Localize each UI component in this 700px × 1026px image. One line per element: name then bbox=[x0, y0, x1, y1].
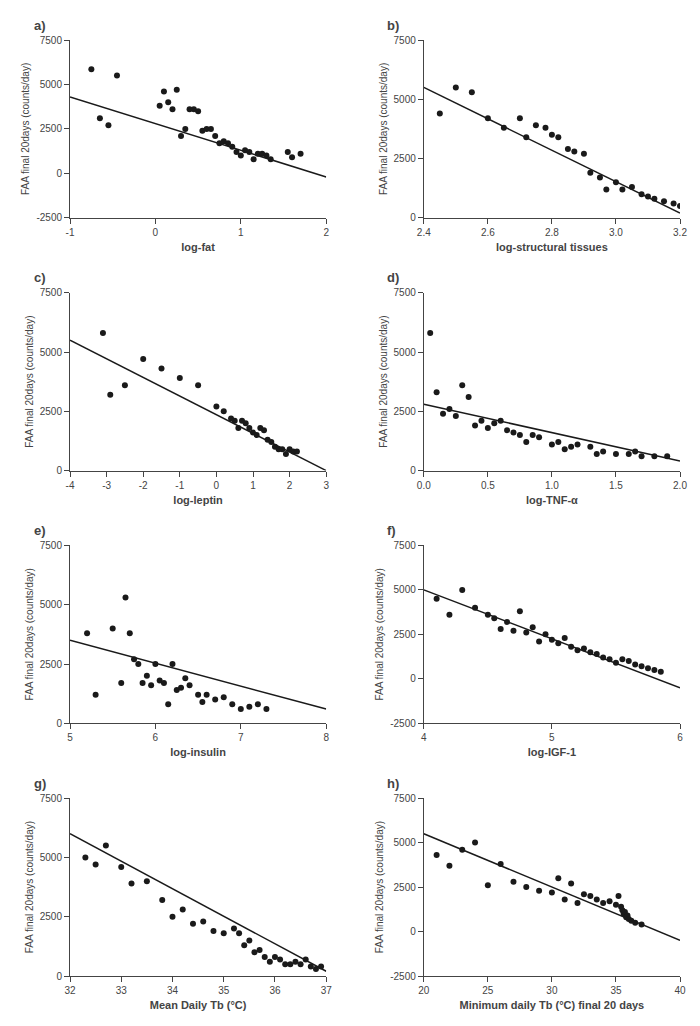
svg-text:7: 7 bbox=[238, 732, 244, 743]
svg-text:2.4: 2.4 bbox=[417, 227, 431, 238]
svg-text:7500: 7500 bbox=[394, 540, 417, 551]
svg-text:7500: 7500 bbox=[40, 793, 63, 804]
svg-text:-4: -4 bbox=[66, 480, 75, 491]
svg-text:34: 34 bbox=[167, 985, 179, 996]
svg-text:1.5: 1.5 bbox=[609, 480, 623, 491]
svg-text:2500: 2500 bbox=[40, 911, 63, 922]
svg-text:2500: 2500 bbox=[394, 406, 417, 417]
svg-text:3.2: 3.2 bbox=[673, 227, 687, 238]
svg-text:5000: 5000 bbox=[40, 599, 63, 610]
svg-text:0.5: 0.5 bbox=[481, 480, 495, 491]
svg-text:6: 6 bbox=[677, 732, 683, 743]
svg-text:5000: 5000 bbox=[394, 94, 417, 105]
svg-text:7500: 7500 bbox=[40, 35, 63, 46]
svg-text:-2500: -2500 bbox=[390, 971, 416, 982]
svg-text:log-structural tissues: log-structural tissues bbox=[496, 241, 608, 253]
svg-text:-1: -1 bbox=[175, 480, 184, 491]
svg-text:log-IGF-1: log-IGF-1 bbox=[528, 746, 576, 758]
svg-text:7500: 7500 bbox=[40, 540, 63, 551]
svg-text:log-fat: log-fat bbox=[181, 241, 215, 253]
svg-text:2500: 2500 bbox=[394, 629, 417, 640]
svg-text:0.0: 0.0 bbox=[417, 480, 431, 491]
svg-text:-2500: -2500 bbox=[36, 212, 62, 223]
svg-text:5000: 5000 bbox=[40, 347, 63, 358]
svg-text:e): e) bbox=[34, 523, 46, 538]
svg-text:0: 0 bbox=[56, 718, 62, 729]
svg-text:6: 6 bbox=[153, 732, 159, 743]
svg-text:-2: -2 bbox=[139, 480, 148, 491]
svg-text:3.0: 3.0 bbox=[609, 227, 623, 238]
svg-text:2500: 2500 bbox=[40, 123, 63, 134]
svg-text:1: 1 bbox=[250, 480, 256, 491]
svg-text:35: 35 bbox=[218, 985, 230, 996]
svg-text:c): c) bbox=[34, 270, 46, 285]
svg-text:2500: 2500 bbox=[394, 882, 417, 893]
svg-text:5: 5 bbox=[67, 732, 73, 743]
svg-text:7500: 7500 bbox=[394, 35, 417, 46]
svg-text:FAA final 20days (counts/day): FAA final 20days (counts/day) bbox=[20, 63, 31, 195]
svg-text:36: 36 bbox=[269, 985, 281, 996]
svg-text:2500: 2500 bbox=[40, 406, 63, 417]
svg-text:-1: -1 bbox=[66, 227, 75, 238]
svg-text:0: 0 bbox=[56, 971, 62, 982]
svg-text:1: 1 bbox=[238, 227, 244, 238]
svg-text:1.0: 1.0 bbox=[545, 480, 559, 491]
svg-text:32: 32 bbox=[64, 985, 76, 996]
svg-text:FAA final 20days (counts/day): FAA final 20days (counts/day) bbox=[378, 315, 389, 447]
svg-text:2.0: 2.0 bbox=[673, 480, 687, 491]
svg-text:2: 2 bbox=[287, 480, 293, 491]
svg-text:-3: -3 bbox=[102, 480, 111, 491]
svg-text:f): f) bbox=[387, 523, 396, 538]
svg-text:Minimum daily Tb (°C) final 20: Minimum daily Tb (°C) final 20 days bbox=[460, 999, 645, 1011]
svg-text:h): h) bbox=[387, 776, 399, 791]
svg-text:33: 33 bbox=[116, 985, 128, 996]
svg-text:log-leptin: log-leptin bbox=[173, 494, 223, 506]
svg-text:0: 0 bbox=[214, 480, 220, 491]
svg-text:0: 0 bbox=[56, 168, 62, 179]
svg-text:d): d) bbox=[387, 270, 399, 285]
svg-text:35: 35 bbox=[610, 985, 622, 996]
svg-text:8: 8 bbox=[323, 732, 329, 743]
svg-text:2500: 2500 bbox=[394, 153, 417, 164]
svg-text:40: 40 bbox=[674, 985, 686, 996]
svg-text:5: 5 bbox=[549, 732, 555, 743]
svg-text:0: 0 bbox=[410, 212, 416, 223]
svg-text:7500: 7500 bbox=[40, 287, 63, 298]
svg-text:0: 0 bbox=[410, 926, 416, 937]
svg-text:5000: 5000 bbox=[394, 584, 417, 595]
svg-text:5000: 5000 bbox=[40, 79, 63, 90]
svg-text:g): g) bbox=[34, 776, 46, 791]
svg-text:30: 30 bbox=[546, 985, 558, 996]
svg-text:20: 20 bbox=[418, 985, 430, 996]
svg-text:2.6: 2.6 bbox=[481, 227, 495, 238]
svg-text:5000: 5000 bbox=[394, 837, 417, 848]
svg-text:5000: 5000 bbox=[40, 852, 63, 863]
svg-text:FAA final 20days (counts/day): FAA final 20days (counts/day) bbox=[374, 821, 385, 953]
svg-text:7500: 7500 bbox=[394, 793, 417, 804]
svg-text:0: 0 bbox=[153, 227, 159, 238]
svg-text:b): b) bbox=[387, 18, 399, 33]
svg-text:0: 0 bbox=[410, 465, 416, 476]
svg-text:log-TNF-α: log-TNF-α bbox=[526, 494, 578, 506]
svg-text:a): a) bbox=[34, 18, 46, 33]
svg-text:25: 25 bbox=[482, 985, 494, 996]
svg-text:2500: 2500 bbox=[40, 659, 63, 670]
svg-text:log-insulin: log-insulin bbox=[170, 746, 226, 758]
svg-text:FAA final 20days (counts/day): FAA final 20days (counts/day) bbox=[378, 63, 389, 195]
svg-text:2: 2 bbox=[323, 227, 329, 238]
svg-text:7500: 7500 bbox=[394, 287, 417, 298]
svg-text:37: 37 bbox=[321, 985, 333, 996]
svg-text:FAA final 20days (counts/day): FAA final 20days (counts/day) bbox=[374, 568, 385, 700]
svg-text:3: 3 bbox=[323, 480, 329, 491]
svg-text:FAA final 20days (counts/day): FAA final 20days (counts/day) bbox=[24, 315, 35, 447]
svg-text:FAA final 20days (counts/day): FAA final 20days (counts/day) bbox=[24, 821, 35, 953]
svg-text:4: 4 bbox=[421, 732, 427, 743]
svg-text:0: 0 bbox=[56, 465, 62, 476]
svg-text:0: 0 bbox=[410, 673, 416, 684]
svg-text:2.8: 2.8 bbox=[545, 227, 559, 238]
svg-text:-2500: -2500 bbox=[390, 718, 416, 729]
svg-text:FAA final 20days (counts/day): FAA final 20days (counts/day) bbox=[24, 568, 35, 700]
svg-text:Mean Daily Tb (°C): Mean Daily Tb (°C) bbox=[150, 999, 247, 1011]
svg-text:5000: 5000 bbox=[394, 347, 417, 358]
